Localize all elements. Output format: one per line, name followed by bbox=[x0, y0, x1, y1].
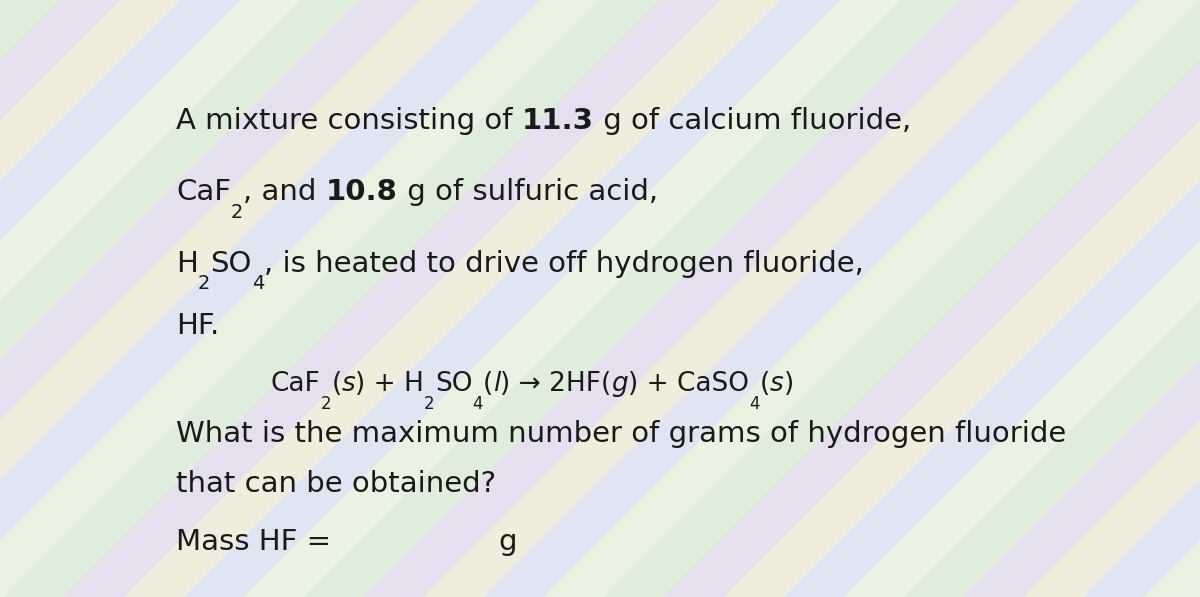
Text: 4: 4 bbox=[750, 395, 760, 413]
Text: (: ( bbox=[760, 371, 770, 397]
Text: 2: 2 bbox=[424, 395, 434, 413]
Text: What is the maximum number of grams of hydrogen fluoride: What is the maximum number of grams of h… bbox=[176, 420, 1067, 448]
Text: (: ( bbox=[482, 371, 493, 397]
Text: 2: 2 bbox=[198, 274, 210, 293]
Text: A mixture consisting of: A mixture consisting of bbox=[176, 107, 522, 135]
Text: that can be obtained?: that can be obtained? bbox=[176, 470, 496, 498]
Text: g: g bbox=[612, 371, 629, 397]
Text: , and: , and bbox=[244, 179, 326, 207]
Text: s: s bbox=[342, 371, 355, 397]
Text: H: H bbox=[176, 250, 198, 278]
Text: g of sulfuric acid,: g of sulfuric acid, bbox=[397, 179, 658, 207]
Text: ) + CaSO: ) + CaSO bbox=[629, 371, 750, 397]
Text: ) → 2HF(: ) → 2HF( bbox=[500, 371, 612, 397]
Text: 11.3: 11.3 bbox=[522, 107, 594, 135]
Text: ) + H: ) + H bbox=[355, 371, 424, 397]
Text: SO: SO bbox=[210, 250, 252, 278]
Text: , is heated to drive off hydrogen fluoride,: , is heated to drive off hydrogen fluori… bbox=[264, 250, 864, 278]
Text: CaF: CaF bbox=[176, 179, 232, 207]
Text: s: s bbox=[770, 371, 784, 397]
Text: CaF: CaF bbox=[271, 371, 320, 397]
Text: 10.8: 10.8 bbox=[326, 179, 397, 207]
Text: g of calcium fluoride,: g of calcium fluoride, bbox=[594, 107, 911, 135]
Text: 4: 4 bbox=[473, 395, 482, 413]
Text: l: l bbox=[493, 371, 500, 397]
Text: 4: 4 bbox=[252, 274, 264, 293]
Text: (: ( bbox=[331, 371, 342, 397]
Text: 2: 2 bbox=[232, 203, 244, 222]
Text: Mass HF =: Mass HF = bbox=[176, 528, 331, 556]
Text: ): ) bbox=[784, 371, 794, 397]
Text: 2: 2 bbox=[320, 395, 331, 413]
Text: SO: SO bbox=[434, 371, 473, 397]
Text: g: g bbox=[499, 528, 517, 556]
Text: HF.: HF. bbox=[176, 312, 220, 340]
